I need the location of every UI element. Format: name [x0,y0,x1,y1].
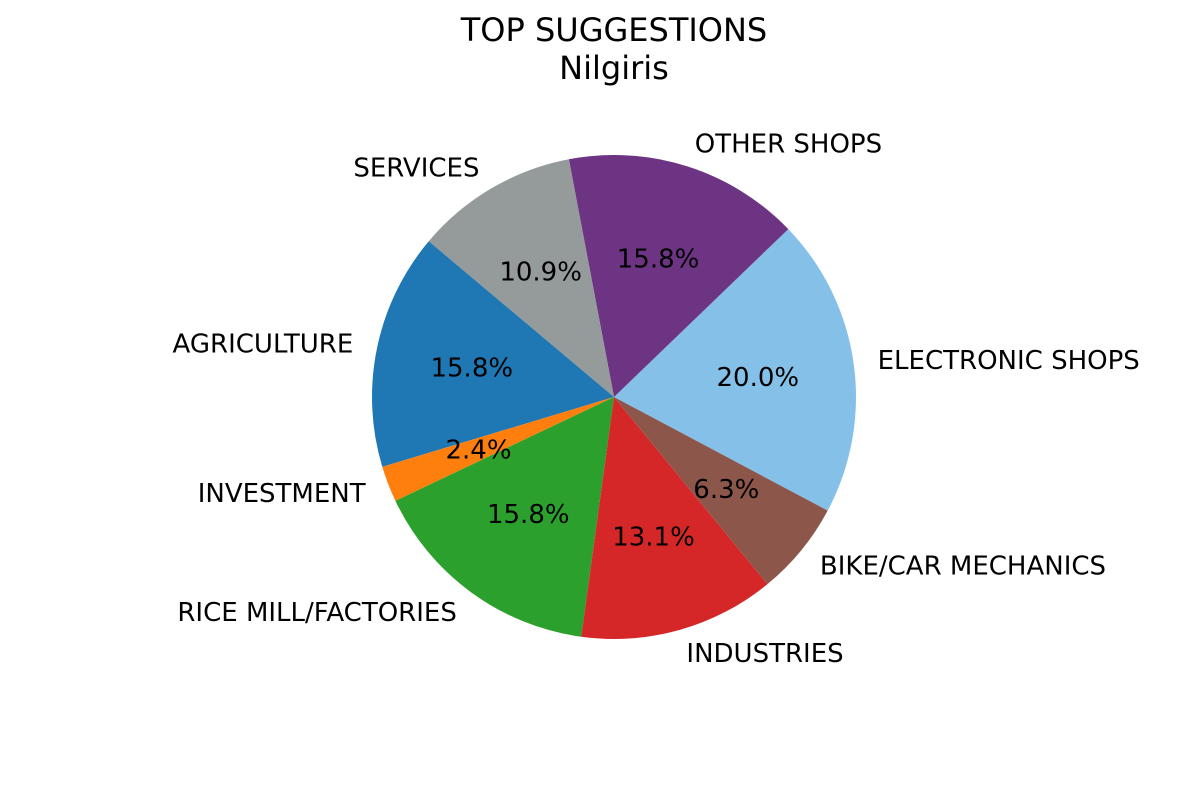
pie-category-label-services: SERVICES [353,153,479,183]
pie-labels: 20.0% ELECTRONIC SHOPS 15.8% OTHER SHOPS 10.… [173,129,1140,669]
chart-subtitle: Nilgiris [559,49,669,87]
pie-percent-label-other-shops: 15.8% [617,245,700,275]
pie-slices [372,155,856,640]
pie-category-label-agriculture: AGRICULTURE [173,329,354,359]
pie-slice-services [428,159,614,397]
pie-slice-electronic-shops [614,229,856,511]
pie-slice-industries [581,397,768,640]
pie-percent-label-electronic-shops: 20.0% [716,363,799,393]
pie-percent-label-industries: 13.1% [612,523,695,553]
pie-category-label-investment: INVESTMENT [198,479,366,509]
pie-category-label-electronic-shops: ELECTRONIC SHOPS [878,346,1140,376]
pie-slice-investment [382,397,614,501]
pie-slice-bike-car-mechanics [614,397,828,585]
chart-title: TOP SUGGESTIONS [460,11,767,49]
pie-category-label-bike-car-mechanics: BIKE/CAR MECHANICS [820,552,1106,582]
pie-category-label-rice-mill-factories: RICE MILL/FACTORIES [177,598,456,628]
pie-category-label-other-shops: OTHER SHOPS [695,129,882,159]
pie-percent-label-agriculture: 15.8% [430,354,513,384]
pie-percent-label-bike-car-mechanics: 6.3% [693,475,759,505]
pie-percent-label-investment: 2.4% [445,435,511,465]
pie-category-label-industries: INDUSTRIES [686,639,843,669]
pie-percent-label-rice-mill-factories: 15.8% [487,500,570,530]
pie-slice-other-shops [568,155,789,397]
pie-slice-rice-mill-factories [395,397,614,637]
pie-percent-label-services: 10.9% [499,258,582,288]
pie-slice-agriculture [372,241,614,467]
